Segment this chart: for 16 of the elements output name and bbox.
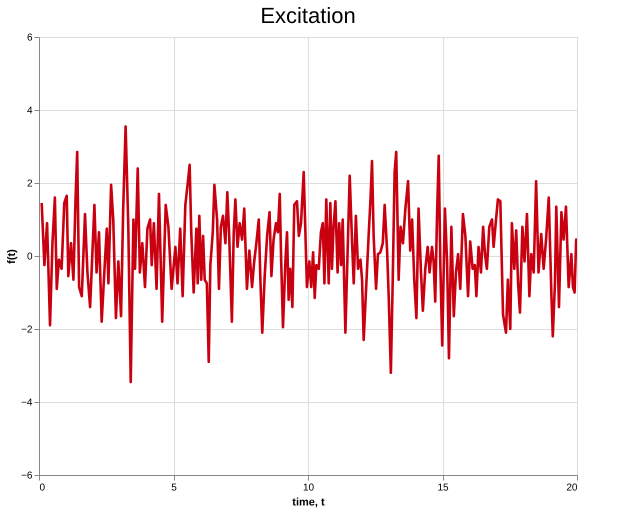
x-tick-label: 5 <box>171 482 178 494</box>
y-tick-label: −4 <box>21 398 33 408</box>
y-tick-label: 0 <box>26 252 33 262</box>
y-tick-label: −2 <box>21 324 33 336</box>
y-tick-label: 2 <box>26 178 33 190</box>
y-axis-title: f(t) <box>6 248 18 264</box>
line-series <box>40 125 577 384</box>
y-tick-label: 6 <box>26 32 33 44</box>
x-axis-title: time, t <box>292 496 326 508</box>
y-tick-label: −6 <box>21 470 33 482</box>
x-tick-label: 0 <box>40 482 46 494</box>
x-tick-label: 15 <box>437 482 449 494</box>
chart-title: Excitation <box>260 3 356 28</box>
y-tick-label: 4 <box>26 106 33 116</box>
x-tick-label: 20 <box>566 482 578 494</box>
x-tick-label: 10 <box>302 482 314 494</box>
